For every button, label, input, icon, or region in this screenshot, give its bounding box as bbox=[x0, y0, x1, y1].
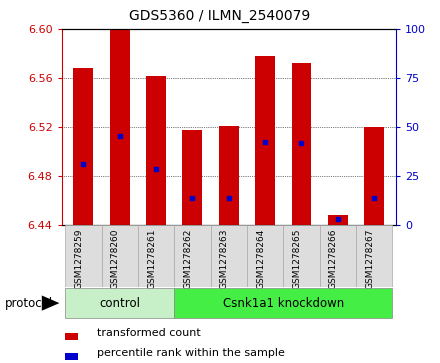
Text: percentile rank within the sample: percentile rank within the sample bbox=[97, 348, 285, 358]
Bar bbox=[65, 225, 102, 287]
Bar bbox=[65, 352, 78, 360]
Bar bbox=[283, 225, 320, 287]
Bar bbox=[364, 127, 384, 225]
Text: transformed count: transformed count bbox=[97, 328, 201, 338]
Text: GDS5360 / ILMN_2540079: GDS5360 / ILMN_2540079 bbox=[129, 9, 311, 23]
Bar bbox=[174, 288, 392, 318]
Bar bbox=[183, 130, 202, 225]
Text: GSM1278263: GSM1278263 bbox=[220, 228, 229, 289]
Bar bbox=[219, 126, 239, 225]
Bar bbox=[110, 29, 130, 225]
Text: control: control bbox=[99, 297, 140, 310]
Bar bbox=[211, 225, 247, 287]
Text: GSM1278265: GSM1278265 bbox=[293, 228, 301, 289]
Bar bbox=[65, 333, 78, 340]
Bar bbox=[247, 225, 283, 287]
Polygon shape bbox=[42, 295, 59, 311]
Text: GSM1278262: GSM1278262 bbox=[183, 228, 192, 289]
Bar bbox=[138, 225, 174, 287]
Bar bbox=[328, 215, 348, 225]
Text: GSM1278266: GSM1278266 bbox=[329, 228, 338, 289]
Text: GSM1278261: GSM1278261 bbox=[147, 228, 156, 289]
Bar bbox=[102, 225, 138, 287]
Text: GSM1278267: GSM1278267 bbox=[365, 228, 374, 289]
Bar bbox=[292, 64, 312, 225]
Text: protocol: protocol bbox=[4, 297, 52, 310]
Bar bbox=[174, 225, 211, 287]
Bar bbox=[65, 288, 174, 318]
Text: GSM1278259: GSM1278259 bbox=[74, 228, 84, 289]
Bar bbox=[320, 225, 356, 287]
Bar bbox=[255, 56, 275, 225]
Text: GSM1278264: GSM1278264 bbox=[256, 228, 265, 289]
Bar bbox=[73, 68, 93, 225]
Text: GSM1278260: GSM1278260 bbox=[111, 228, 120, 289]
Bar bbox=[146, 76, 166, 225]
Text: Csnk1a1 knockdown: Csnk1a1 knockdown bbox=[223, 297, 344, 310]
Bar bbox=[356, 225, 392, 287]
